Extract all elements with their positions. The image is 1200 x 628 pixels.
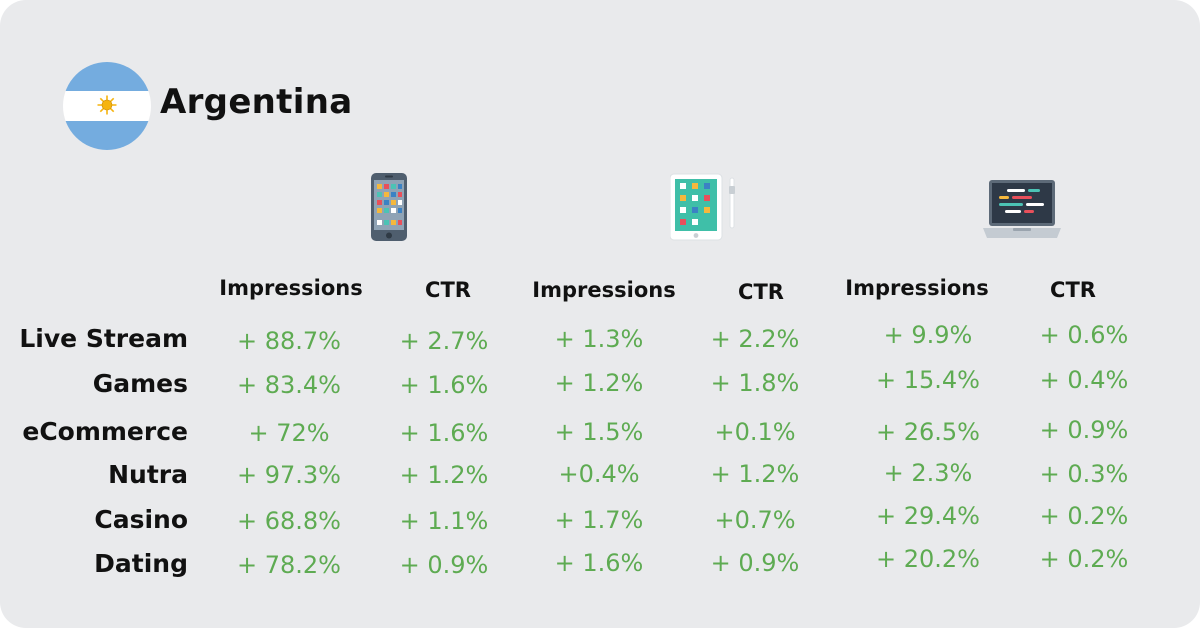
cell-nutra-desktop-impressions: + 2.3%: [883, 459, 973, 487]
cell-dating-mobile-ctr: + 0.9%: [399, 551, 489, 579]
cell-dating-mobile-impressions: + 78.2%: [237, 551, 341, 579]
cell-nutra-mobile-ctr: + 1.2%: [399, 461, 489, 489]
cell-nutra-mobile-impressions: + 97.3%: [237, 461, 341, 489]
cell-ecommerce-desktop-ctr: + 0.9%: [1039, 416, 1129, 444]
cell-ecommerce-mobile-ctr: + 1.6%: [399, 419, 489, 447]
country-title: Argentina: [160, 82, 353, 122]
cell-games-tablet-impressions: + 1.2%: [554, 369, 644, 397]
argentina-flag-icon: [63, 62, 151, 150]
header-impressions-mobile: Impressions: [219, 276, 363, 300]
cell-casino-desktop-ctr: + 0.2%: [1039, 502, 1129, 530]
cell-nutra-tablet-impressions: +0.4%: [558, 460, 640, 488]
cell-casino-tablet-impressions: + 1.7%: [554, 506, 644, 534]
tablet-icon: [670, 173, 735, 241]
cell-casino-mobile-impressions: + 68.8%: [237, 507, 341, 535]
cell-live-stream-mobile-impressions: + 88.7%: [237, 327, 341, 355]
cell-dating-desktop-ctr: + 0.2%: [1039, 545, 1129, 573]
cell-dating-tablet-ctr: + 0.9%: [710, 549, 800, 577]
cell-casino-tablet-ctr: +0.7%: [714, 506, 796, 534]
header-impressions-desktop: Impressions: [845, 276, 989, 300]
cell-live-stream-desktop-impressions: + 9.9%: [883, 321, 973, 349]
cell-ecommerce-tablet-impressions: + 1.5%: [554, 418, 644, 446]
header-ctr-tablet: CTR: [738, 280, 784, 304]
cell-ecommerce-desktop-impressions: + 26.5%: [876, 418, 980, 446]
sun-of-may-icon: [97, 95, 117, 115]
cell-casino-desktop-impressions: + 29.4%: [876, 502, 980, 530]
row-label-live-stream: Live Stream: [19, 324, 188, 353]
cell-ecommerce-tablet-ctr: +0.1%: [714, 418, 796, 446]
cell-dating-tablet-impressions: + 1.6%: [554, 549, 644, 577]
cell-nutra-tablet-ctr: + 1.2%: [710, 460, 800, 488]
cell-games-tablet-ctr: + 1.8%: [710, 369, 800, 397]
header-impressions-tablet: Impressions: [532, 278, 676, 302]
cell-live-stream-tablet-impressions: + 1.3%: [554, 325, 644, 353]
cell-nutra-desktop-ctr: + 0.3%: [1039, 460, 1129, 488]
cell-dating-desktop-impressions: + 20.2%: [876, 545, 980, 573]
row-label-nutra: Nutra: [108, 460, 188, 489]
row-label-dating: Dating: [94, 549, 188, 578]
header-ctr-desktop: CTR: [1050, 278, 1096, 302]
row-label-casino: Casino: [94, 505, 188, 534]
row-label-games: Games: [92, 369, 188, 398]
cell-games-mobile-ctr: + 1.6%: [399, 371, 489, 399]
row-label-ecommerce: eCommerce: [22, 417, 188, 446]
smartphone-icon: [371, 173, 407, 241]
cell-ecommerce-mobile-impressions: + 72%: [248, 419, 330, 447]
cell-live-stream-desktop-ctr: + 0.6%: [1039, 321, 1129, 349]
cell-games-mobile-impressions: + 83.4%: [237, 371, 341, 399]
cell-games-desktop-impressions: + 15.4%: [876, 366, 980, 394]
cell-live-stream-mobile-ctr: + 2.7%: [399, 327, 489, 355]
laptop-icon: [983, 180, 1061, 238]
header-ctr-mobile: CTR: [425, 278, 471, 302]
cell-casino-mobile-ctr: + 1.1%: [399, 507, 489, 535]
cell-live-stream-tablet-ctr: + 2.2%: [710, 325, 800, 353]
cell-games-desktop-ctr: + 0.4%: [1039, 366, 1129, 394]
